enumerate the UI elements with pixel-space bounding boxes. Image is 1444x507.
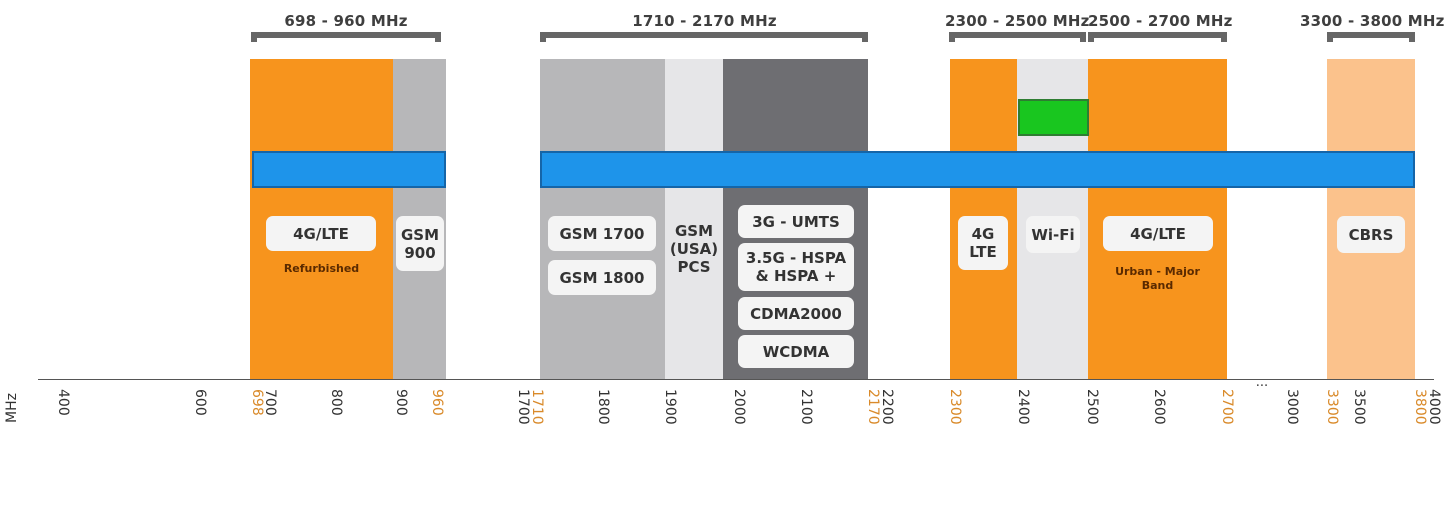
axis-tick-1900: 1900 <box>662 389 678 425</box>
frequency-axis <box>38 379 1434 380</box>
axis-tick-3000: 3000 <box>1284 389 1300 425</box>
label-gsm-1800: GSM 1800 <box>548 260 656 295</box>
axis-tick-3500: 3500 <box>1351 389 1367 425</box>
bracket-1710-2170 <box>540 32 868 42</box>
axis-tick-2600: 2600 <box>1151 389 1167 425</box>
axis-tick-2170: 2170 <box>865 389 881 425</box>
bracket-2500-2700 <box>1088 32 1227 42</box>
axis-tick-1800: 1800 <box>595 389 611 425</box>
axis-tick-2700: 2700 <box>1219 389 1235 425</box>
coverage-bar-1710-3800 <box>540 151 1415 188</box>
axis-tick-2200: 2200 <box>879 389 895 425</box>
note-refurbished: Refurbished <box>283 262 360 275</box>
axis-tick-2300: 2300 <box>947 389 963 425</box>
coverage-bar-698-960 <box>252 151 446 188</box>
bracket-698-960 <box>251 32 441 42</box>
label-3-5g-hspa: 3.5G - HSPA & HSPA + <box>738 243 854 291</box>
axis-tick-700: 700 <box>262 389 278 416</box>
axis-tick-3300: 3300 <box>1324 389 1340 425</box>
label-gsm-900: GSM 900 <box>396 216 444 271</box>
range-title-2300-2500: 2300 - 2500 MHz <box>945 12 1090 30</box>
axis-tick-2000: 2000 <box>731 389 747 425</box>
label-lte-2300: 4G LTE <box>958 216 1008 270</box>
axis-tick-1700: 1700 <box>515 389 531 425</box>
axis-tick-800: 800 <box>328 389 344 416</box>
label-wcdma: WCDMA <box>738 335 854 368</box>
axis-tick-960: 960 <box>429 389 445 416</box>
label-gsm-1700: GSM 1700 <box>548 216 656 251</box>
bracket-3300-3800 <box>1327 32 1415 42</box>
axis-tick-2400: 2400 <box>1015 389 1031 425</box>
range-title-3300-3800: 3300 - 3800 MHz <box>1300 12 1444 30</box>
axis-tick-400: 400 <box>55 389 71 416</box>
label-lte-urban: 4G/LTE <box>1103 216 1213 251</box>
label-cdma2000: CDMA2000 <box>738 297 854 330</box>
label-cbrs: CBRS <box>1337 216 1405 253</box>
axis-tick-3800: 3800 <box>1412 389 1428 425</box>
range-title-2500-2700: 2500 - 2700 MHz <box>1088 12 1233 30</box>
axis-ellipsis: ... <box>1255 375 1269 390</box>
axis-tick-2100: 2100 <box>798 389 814 425</box>
bracket-2300-2500 <box>949 32 1086 42</box>
note-urban-major-band: Urban - Major Band <box>1115 265 1200 292</box>
axis-tick-2500: 2500 <box>1084 389 1100 425</box>
axis-tick-600: 600 <box>192 389 208 416</box>
label-lte-refurbished: 4G/LTE <box>266 216 376 251</box>
label-wifi: Wi-Fi <box>1026 216 1080 253</box>
axis-unit-label: MHz <box>4 393 20 423</box>
label-gsm-usa-pcs: GSM (USA) PCS <box>669 222 719 276</box>
label-3g-umts: 3G - UMTS <box>738 205 854 238</box>
wifi-coverage-bar <box>1018 99 1089 136</box>
range-title-698-960: 698 - 960 MHz <box>284 12 408 30</box>
range-title-1710-2170: 1710 - 2170 MHz <box>632 12 777 30</box>
band-gsm-pcs <box>665 59 723 380</box>
axis-tick-1710: 1710 <box>529 389 545 425</box>
axis-tick-4000: 4000 <box>1426 389 1442 425</box>
axis-tick-900: 900 <box>393 389 409 416</box>
